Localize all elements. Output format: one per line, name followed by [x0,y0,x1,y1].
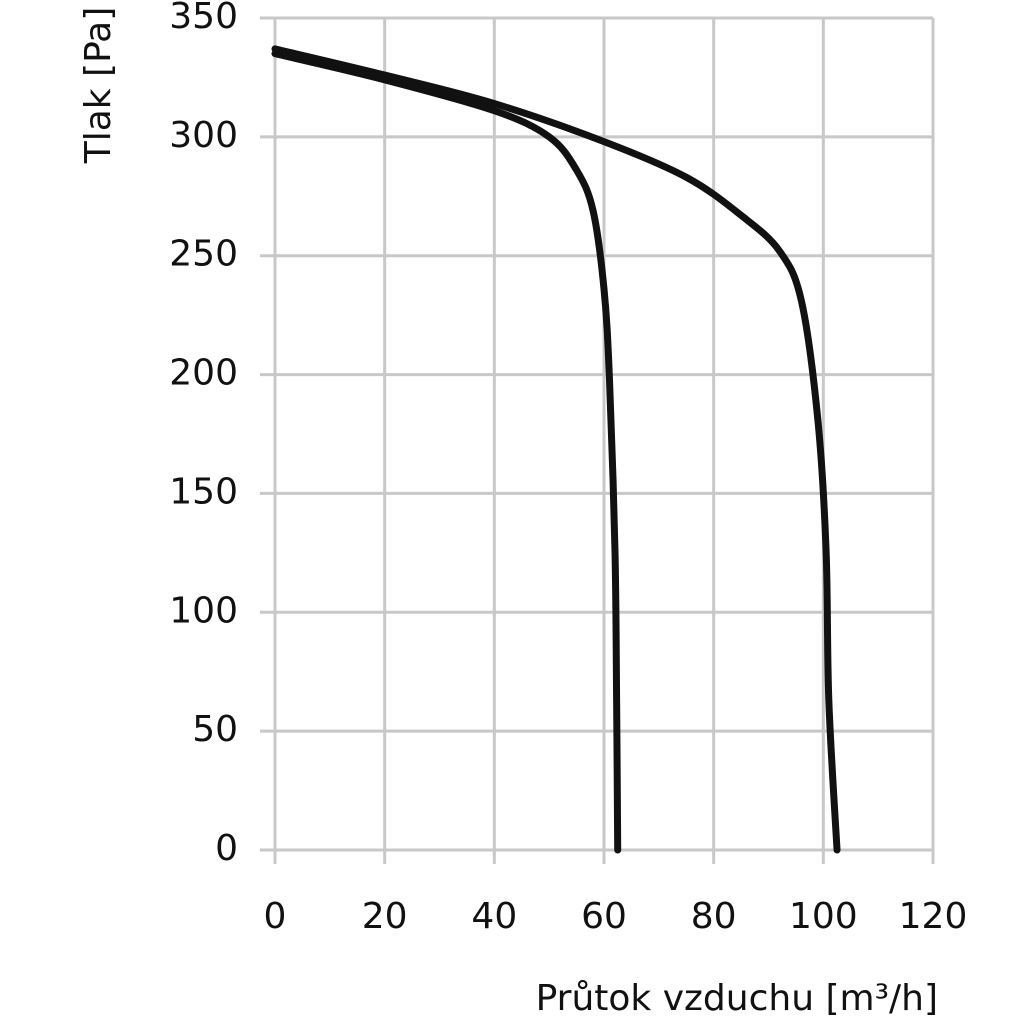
y-tick-label: 100 [169,590,238,631]
line-series [271,45,841,854]
x-tick-label: 40 [471,896,517,937]
x-tick-label: 60 [581,896,627,937]
y-tick-label: 350 [169,0,238,37]
y-axis-title: Tlak [Pa] [78,7,119,165]
x-tick-label: 100 [789,896,858,937]
y-tick-label: 250 [169,234,238,275]
y-tick-label: 150 [169,471,238,512]
y-tick-label: 0 [215,828,238,869]
line-series [271,50,622,854]
y-tick-label: 300 [169,115,238,156]
y-tick-label: 200 [169,353,238,394]
x-tick-label: 0 [264,896,287,937]
x-axis-title: Průtok vzduchu [m³/h] [536,978,938,1019]
y-tick-label: 50 [192,709,238,750]
x-tick-label: 20 [362,896,408,937]
x-tick-label: 120 [899,896,968,937]
x-tick-label: 80 [691,896,737,937]
